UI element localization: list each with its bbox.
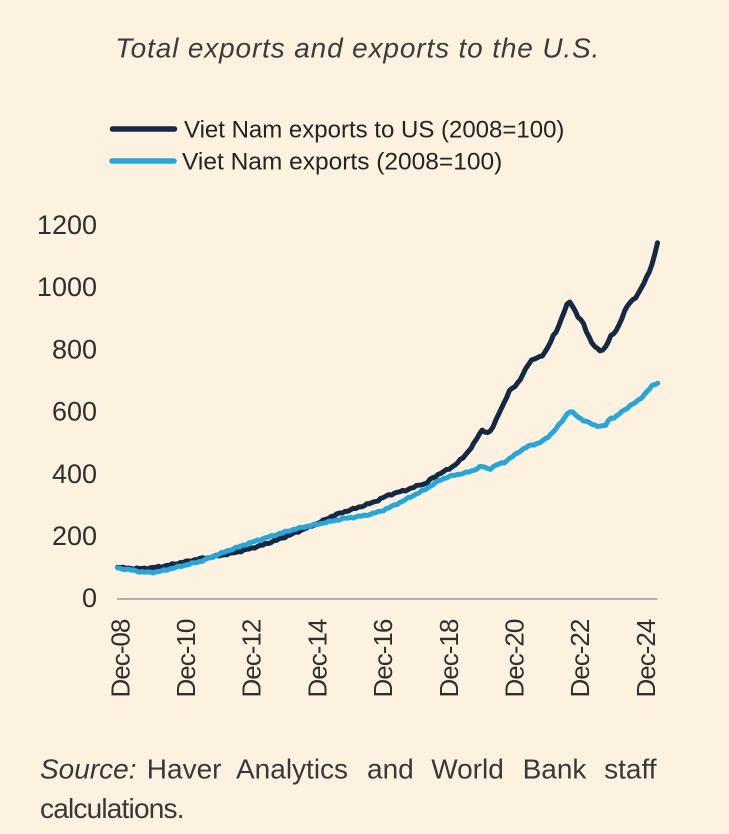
svg-text:Dec-16: Dec-16 xyxy=(368,619,398,697)
svg-text:and: and xyxy=(367,754,414,785)
svg-text:Dec-10: Dec-10 xyxy=(171,619,201,697)
svg-text:Haver: Haver xyxy=(147,754,222,785)
svg-text:Dec-20: Dec-20 xyxy=(500,619,530,697)
svg-text:World: World xyxy=(431,754,504,785)
svg-text:Viet Nam exports to US (2008=1: Viet Nam exports to US (2008=100) xyxy=(184,117,564,144)
svg-text:600: 600 xyxy=(52,397,97,427)
svg-text:Dec-14: Dec-14 xyxy=(302,619,332,697)
svg-text:0: 0 xyxy=(82,583,97,613)
svg-text:Dec-22: Dec-22 xyxy=(565,619,595,697)
svg-text:Source:: Source: xyxy=(40,754,137,785)
svg-text:Viet Nam exports (2008=100): Viet Nam exports (2008=100) xyxy=(182,149,502,176)
svg-text:200: 200 xyxy=(52,521,97,551)
svg-text:Dec-18: Dec-18 xyxy=(434,619,464,697)
svg-text:Dec-08: Dec-08 xyxy=(105,619,135,697)
svg-text:Total exports and exports to t: Total exports and exports to the U.S. xyxy=(115,33,600,64)
svg-text:800: 800 xyxy=(52,334,97,364)
svg-text:1200: 1200 xyxy=(37,210,97,240)
svg-text:Analytics: Analytics xyxy=(236,754,348,785)
svg-text:Bank: Bank xyxy=(523,754,588,785)
svg-text:1000: 1000 xyxy=(37,272,97,302)
svg-text:Dec-24: Dec-24 xyxy=(631,619,661,697)
svg-text:staff: staff xyxy=(604,754,657,785)
svg-text:Dec-12: Dec-12 xyxy=(237,619,267,697)
svg-text:400: 400 xyxy=(52,459,97,489)
svg-text:calculations.: calculations. xyxy=(40,793,184,824)
